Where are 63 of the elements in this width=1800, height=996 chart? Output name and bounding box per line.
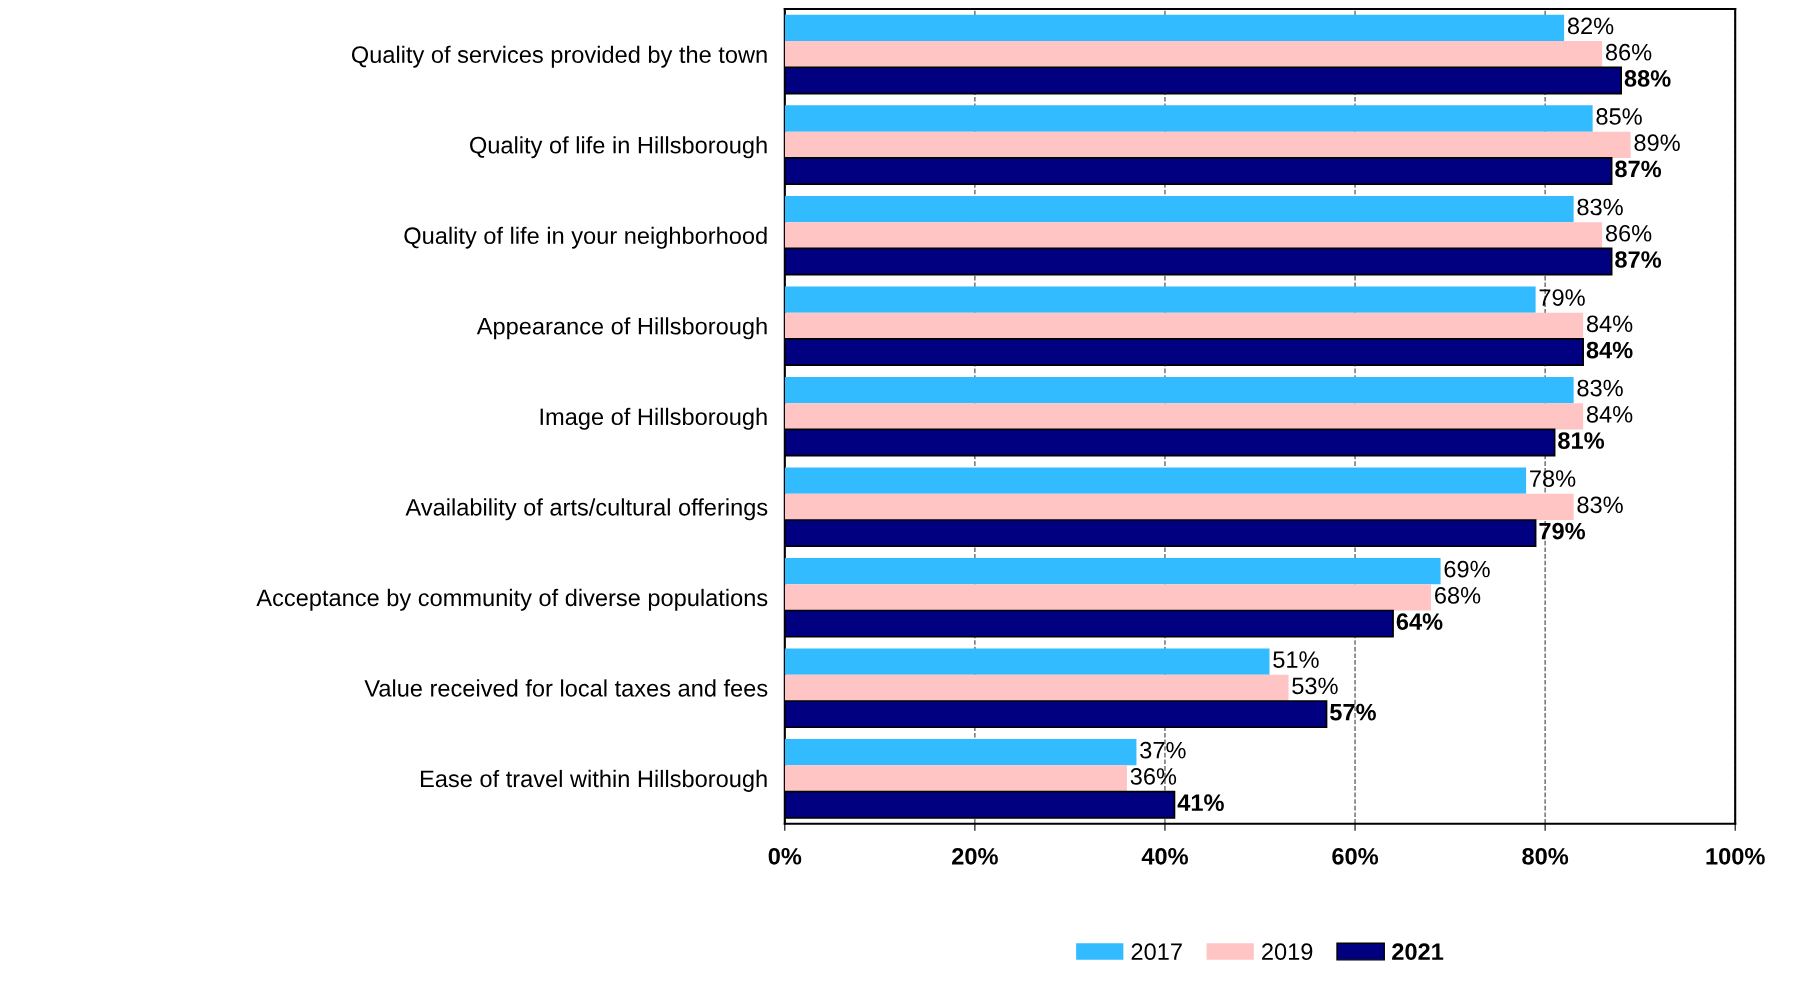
- x-tick-label: 40%: [1141, 847, 1188, 865]
- data-label: 51%: [1273, 651, 1319, 668]
- data-label: 86%: [1605, 224, 1652, 242]
- x-tick-label: 0%: [768, 847, 802, 865]
- data-label: 84%: [1586, 405, 1633, 423]
- data-label: 88%: [1624, 70, 1671, 87]
- y-tick-label: Quality of life in your neighborhood: [404, 226, 767, 249]
- data-label: 78%: [1530, 470, 1576, 487]
- bar: [784, 648, 1270, 675]
- bar: [784, 739, 1137, 766]
- bar: [784, 105, 1593, 132]
- data-label: 57%: [1330, 703, 1376, 721]
- y-tick-label: Value received for local taxes and fees: [364, 679, 768, 697]
- x-tick-label: 80%: [1522, 847, 1569, 865]
- x-tick-label: 20%: [952, 847, 998, 865]
- data-label: 41%: [1177, 794, 1224, 811]
- data-label: 68%: [1435, 587, 1481, 604]
- data-label: 84%: [1586, 341, 1633, 359]
- legend-label: 2017: [1131, 943, 1182, 961]
- data-label: 89%: [1634, 134, 1680, 152]
- bar: [784, 312, 1584, 339]
- bar: [784, 558, 1441, 585]
- x-tick-label: 100%: [1706, 847, 1765, 865]
- y-tick-label: Appearance of Hillsborough: [476, 317, 767, 340]
- bar: [784, 584, 1432, 611]
- data-label: 79%: [1539, 522, 1586, 540]
- data-label: 83%: [1577, 496, 1623, 514]
- y-tick-label: Quality of life in Hillsborough: [470, 136, 767, 159]
- data-label: 53%: [1292, 677, 1338, 695]
- y-tick-label: Quality of services provided by the town: [351, 45, 767, 68]
- legend-label: 2021: [1392, 943, 1444, 961]
- bar: [784, 222, 1603, 249]
- bar: [784, 14, 1565, 42]
- y-tick-label: Ease of travel within Hillsborough: [420, 769, 767, 792]
- bar: [784, 467, 1527, 494]
- data-label: 86%: [1605, 43, 1652, 61]
- data-label: 79%: [1539, 289, 1585, 306]
- data-label: 87%: [1615, 251, 1662, 268]
- x-tick-label: 60%: [1332, 847, 1379, 865]
- bar: [784, 286, 1536, 313]
- data-label: 36%: [1130, 768, 1177, 785]
- data-label: 87%: [1615, 160, 1662, 178]
- data-label: 84%: [1586, 315, 1633, 333]
- y-tick-label: Acceptance by community of diverse populations: [256, 588, 768, 611]
- bar: [784, 493, 1574, 520]
- data-label: 64%: [1396, 613, 1443, 630]
- data-label: 85%: [1596, 108, 1642, 125]
- bar: [784, 195, 1574, 223]
- bar: [784, 765, 1127, 792]
- data-label: 83%: [1577, 198, 1623, 216]
- bar: [784, 674, 1289, 702]
- bar: [784, 131, 1631, 158]
- bar: [784, 403, 1584, 430]
- data-label: 37%: [1140, 741, 1186, 759]
- data-label: 83%: [1577, 379, 1623, 397]
- data-label: 69%: [1444, 560, 1490, 578]
- y-tick-label: Availability of arts/cultural offerings: [405, 498, 768, 521]
- bar: [784, 41, 1603, 68]
- data-label: 82%: [1567, 17, 1614, 35]
- bar: [784, 376, 1574, 404]
- data-label: 81%: [1558, 432, 1605, 449]
- y-tick-label: Image of Hillsborough: [540, 407, 767, 430]
- legend-label: 2019: [1262, 943, 1313, 961]
